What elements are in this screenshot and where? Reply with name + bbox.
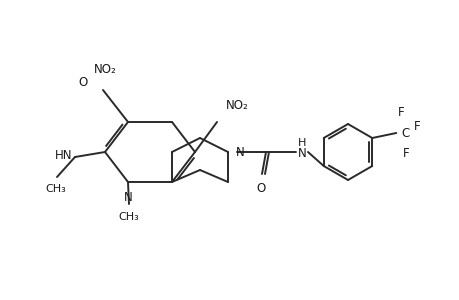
Text: F: F	[402, 147, 409, 160]
Text: O: O	[78, 76, 87, 88]
Text: N: N	[297, 146, 306, 160]
Text: CH₃: CH₃	[45, 184, 66, 194]
Text: F: F	[397, 106, 403, 119]
Text: NO₂: NO₂	[225, 99, 248, 112]
Text: C: C	[400, 127, 409, 140]
Text: NO₂: NO₂	[94, 63, 116, 76]
Text: HN: HN	[54, 148, 72, 161]
Text: CH₃: CH₃	[118, 212, 139, 222]
Text: F: F	[414, 119, 420, 133]
Text: N: N	[235, 146, 244, 158]
Text: O: O	[256, 182, 265, 195]
Text: H: H	[297, 138, 306, 148]
Text: N: N	[123, 191, 132, 204]
